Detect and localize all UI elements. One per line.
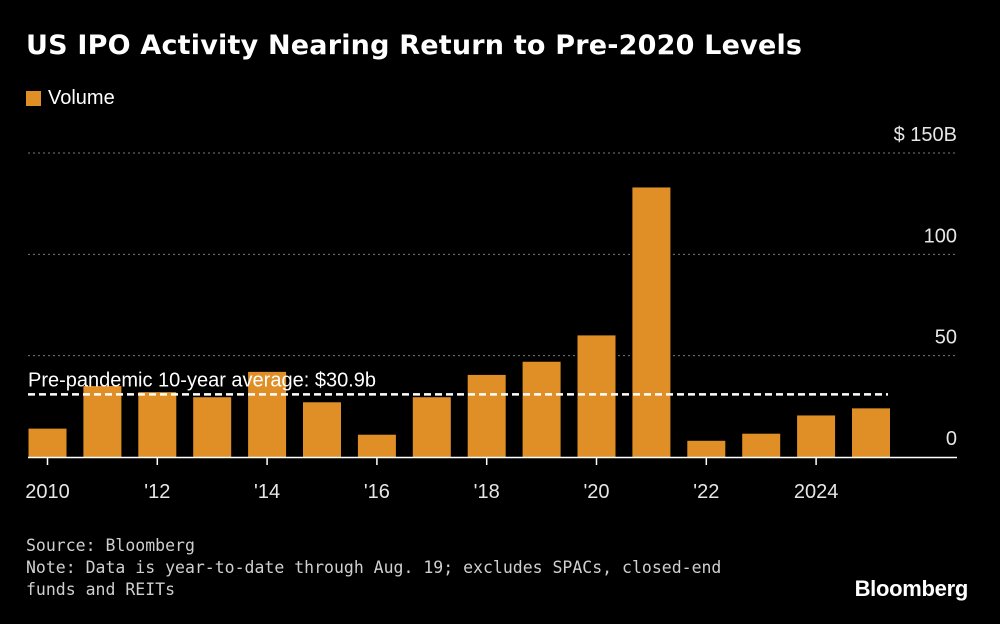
bar-2018 [467, 374, 506, 457]
bloomberg-logo: Bloomberg [854, 576, 969, 601]
x-tick-label-2022: '22 [693, 481, 719, 503]
x-tick-label-2016: '16 [364, 481, 390, 503]
bar-2013 [193, 397, 232, 457]
legend-swatch-volume [26, 91, 41, 106]
y-tick-label-0: 0 [946, 428, 957, 450]
source-note: Source: Bloomberg [26, 536, 195, 555]
y-tick-label-150: $ 150B [894, 124, 957, 146]
legend-label-volume: Volume [48, 87, 115, 109]
x-tick-label-2010: 2010 [25, 481, 70, 503]
bar-2014 [248, 371, 287, 457]
chart-legend: Volume [26, 87, 115, 110]
bar-2023 [742, 433, 781, 457]
footnotes: Source: Bloomberg Note: Data is year-to-… [26, 535, 721, 601]
bar-2021 [632, 187, 671, 457]
bar-2012 [138, 392, 177, 457]
bar-2010 [28, 428, 67, 457]
average-reference-label: Pre-pandemic 10-year average: $30.9b [28, 369, 376, 391]
bar-2019 [522, 361, 561, 457]
y-tick-label-100: 100 [924, 225, 957, 247]
x-tick-label-2018: '18 [474, 481, 500, 503]
x-tick-label-2014: '14 [254, 481, 280, 503]
chart-title: US IPO Activity Nearing Return to Pre-20… [26, 30, 803, 61]
bar-2020 [577, 335, 616, 457]
x-tick-label-2020: '20 [583, 481, 609, 503]
bar-2022 [687, 440, 726, 457]
x-tick-label-2024: 2024 [794, 481, 839, 503]
bar-2017 [412, 397, 451, 457]
data-note-line-2: funds and REITs [26, 580, 176, 599]
bar-2024 [797, 415, 836, 457]
bar-2015 [303, 402, 341, 457]
data-note-line-1: Note: Data is year-to-date through Aug. … [26, 558, 722, 577]
bar-2025 [852, 408, 890, 457]
bar-2011 [83, 386, 122, 457]
bar-2016 [357, 434, 396, 457]
x-tick-label-2012: '12 [144, 481, 170, 503]
y-tick-label-50: 50 [935, 327, 957, 349]
